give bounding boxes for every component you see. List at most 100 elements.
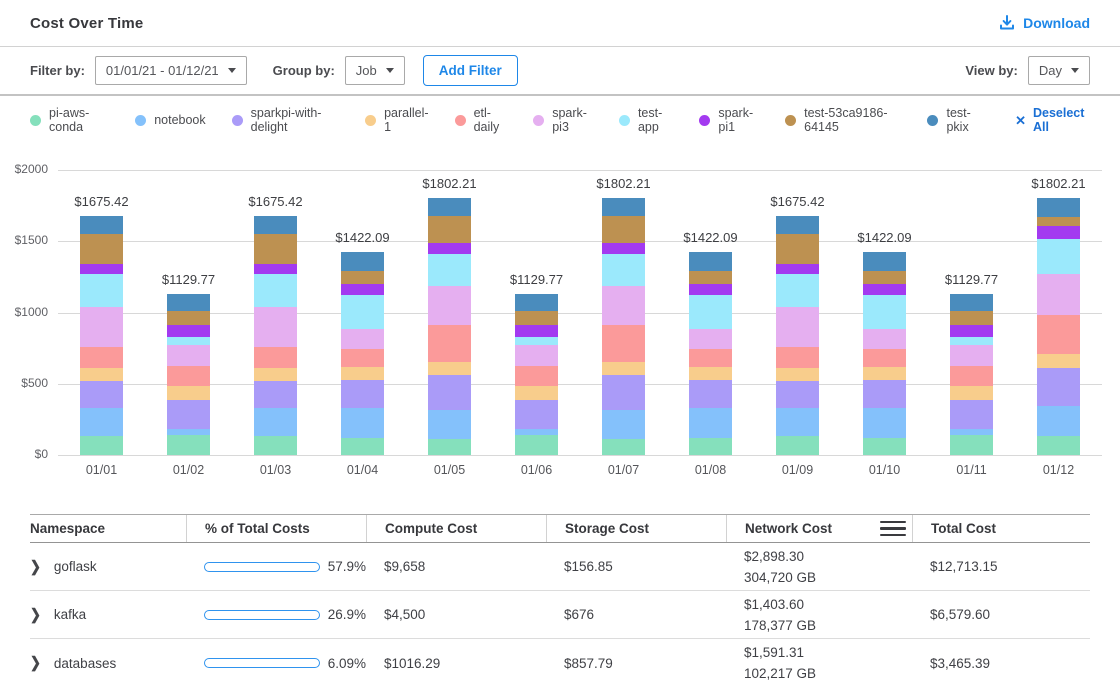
view-by-select[interactable]: Day: [1027, 56, 1090, 85]
legend-item[interactable]: parallel-1: [365, 106, 429, 134]
stacked-bar[interactable]: $1129.77: [510, 170, 563, 455]
bar-segment-test-53ca9186-64145[interactable]: [341, 270, 384, 284]
bar-segment-notebook[interactable]: [254, 408, 297, 437]
legend-item[interactable]: pi-aws-conda: [30, 106, 109, 134]
bar-segment-pi-aws-conda[interactable]: [602, 438, 645, 455]
legend-item[interactable]: sparkpi-with-delight: [231, 106, 339, 134]
download-button[interactable]: Download: [999, 15, 1090, 31]
bar-segment-etl-daily[interactable]: [602, 324, 645, 362]
bar-segment-etl-daily[interactable]: [341, 348, 384, 368]
bar-segment-pi-aws-conda[interactable]: [689, 437, 732, 455]
bar-segment-notebook[interactable]: [602, 409, 645, 439]
bar-segment-test-53ca9186-64145[interactable]: [602, 215, 645, 244]
bar-segment-test-app[interactable]: [80, 274, 123, 307]
bar-segment-etl-daily[interactable]: [254, 347, 297, 368]
bar-segment-sparkpi-with-delight[interactable]: [80, 381, 123, 409]
bar-segment-test-53ca9186-64145[interactable]: [167, 311, 210, 325]
legend-item[interactable]: spark-pi3: [533, 106, 593, 134]
bar-segment-spark-pi1[interactable]: [863, 283, 906, 296]
stacked-bar[interactable]: $1675.42: [770, 170, 825, 455]
bar-segment-etl-daily[interactable]: [689, 348, 732, 368]
bar-segment-sparkpi-with-delight[interactable]: [167, 400, 210, 430]
stacked-bar[interactable]: $1802.21: [422, 170, 477, 455]
bar-segment-parallel-1[interactable]: [863, 367, 906, 381]
table-row[interactable]: ❯ goflask 57.9% $9,658 $156.85 $2,898.30…: [30, 543, 1090, 591]
bar-segment-spark-pi1[interactable]: [602, 243, 645, 254]
bar-segment-spark-pi3[interactable]: [167, 345, 210, 367]
bar-segment-test-53ca9186-64145[interactable]: [515, 311, 558, 325]
bar-segment-parallel-1[interactable]: [515, 385, 558, 401]
bar-segment-notebook[interactable]: [863, 407, 906, 438]
bar-segment-pi-aws-conda[interactable]: [167, 435, 210, 455]
bar-segment-test-app[interactable]: [254, 274, 297, 307]
stacked-bar[interactable]: $1422.09: [335, 170, 390, 455]
chevron-right-icon[interactable]: ❯: [30, 557, 41, 575]
bar-segment-sparkpi-with-delight[interactable]: [254, 381, 297, 409]
bar-segment-etl-daily[interactable]: [80, 347, 123, 368]
bar-segment-sparkpi-with-delight[interactable]: [1037, 367, 1080, 406]
bar-segment-test-pkix[interactable]: [254, 216, 297, 235]
bar-segment-parallel-1[interactable]: [950, 385, 993, 401]
legend-item[interactable]: spark-pi1: [699, 106, 759, 134]
bar-segment-test-53ca9186-64145[interactable]: [863, 270, 906, 284]
bar-segment-test-53ca9186-64145[interactable]: [428, 215, 471, 244]
bar-segment-spark-pi3[interactable]: [80, 307, 123, 348]
legend-item[interactable]: test-pkix: [927, 106, 983, 134]
bar-segment-etl-daily[interactable]: [1037, 314, 1080, 355]
bar-segment-test-53ca9186-64145[interactable]: [776, 234, 819, 264]
bar-segment-test-app[interactable]: [428, 253, 471, 287]
bar-segment-parallel-1[interactable]: [167, 385, 210, 401]
bar-segment-spark-pi1[interactable]: [80, 263, 123, 275]
bar-segment-parallel-1[interactable]: [1037, 354, 1080, 368]
bar-segment-spark-pi1[interactable]: [428, 243, 471, 254]
bar-segment-sparkpi-with-delight[interactable]: [863, 380, 906, 408]
bar-segment-spark-pi1[interactable]: [776, 263, 819, 275]
bar-segment-test-pkix[interactable]: [167, 294, 210, 312]
bar-segment-etl-daily[interactable]: [950, 366, 993, 386]
bar-segment-test-53ca9186-64145[interactable]: [254, 234, 297, 264]
bar-segment-test-pkix[interactable]: [689, 252, 732, 271]
bar-segment-spark-pi3[interactable]: [254, 307, 297, 348]
bar-segment-notebook[interactable]: [950, 429, 993, 436]
bar-segment-spark-pi1[interactable]: [167, 324, 210, 338]
bar-segment-pi-aws-conda[interactable]: [341, 437, 384, 455]
bar-segment-spark-pi3[interactable]: [863, 329, 906, 349]
table-row[interactable]: ❯ databases 6.09% $1016.29 $857.79 $1,59…: [30, 639, 1090, 687]
chevron-right-icon[interactable]: ❯: [30, 605, 41, 623]
bar-segment-parallel-1[interactable]: [341, 367, 384, 381]
bar-segment-etl-daily[interactable]: [515, 366, 558, 386]
bar-segment-test-app[interactable]: [515, 337, 558, 346]
bar-segment-pi-aws-conda[interactable]: [776, 436, 819, 455]
bar-segment-test-pkix[interactable]: [80, 216, 123, 235]
stacked-bar[interactable]: $1422.09: [683, 170, 738, 455]
bar-segment-test-pkix[interactable]: [776, 216, 819, 235]
bar-segment-pi-aws-conda[interactable]: [254, 436, 297, 455]
group-by-select[interactable]: Job: [344, 56, 405, 85]
bar-segment-notebook[interactable]: [167, 429, 210, 436]
legend-item[interactable]: test-app: [618, 106, 673, 134]
bar-segment-spark-pi3[interactable]: [689, 329, 732, 349]
bar-segment-test-app[interactable]: [689, 295, 732, 330]
bar-segment-pi-aws-conda[interactable]: [863, 437, 906, 455]
bar-segment-notebook[interactable]: [689, 407, 732, 438]
bar-segment-test-app[interactable]: [602, 253, 645, 287]
bar-segment-spark-pi3[interactable]: [602, 286, 645, 325]
bar-segment-spark-pi1[interactable]: [254, 263, 297, 275]
bar-segment-parallel-1[interactable]: [254, 367, 297, 382]
bar-segment-notebook[interactable]: [776, 408, 819, 437]
bar-segment-pi-aws-conda[interactable]: [1037, 436, 1080, 455]
bar-segment-parallel-1[interactable]: [80, 367, 123, 382]
bar-segment-spark-pi3[interactable]: [1037, 274, 1080, 315]
stacked-bar[interactable]: $1675.42: [74, 170, 129, 455]
bar-segment-etl-daily[interactable]: [776, 347, 819, 368]
bar-segment-test-pkix[interactable]: [515, 294, 558, 312]
bar-segment-etl-daily[interactable]: [167, 366, 210, 386]
bar-segment-notebook[interactable]: [1037, 405, 1080, 437]
date-range-select[interactable]: 01/01/21 - 01/12/21: [94, 56, 247, 85]
stacked-bar[interactable]: $1422.09: [857, 170, 912, 455]
bar-segment-etl-daily[interactable]: [863, 348, 906, 368]
bar-segment-spark-pi1[interactable]: [950, 324, 993, 338]
bar-segment-sparkpi-with-delight[interactable]: [428, 374, 471, 410]
bar-segment-test-pkix[interactable]: [602, 198, 645, 216]
bar-segment-spark-pi1[interactable]: [1037, 226, 1080, 239]
